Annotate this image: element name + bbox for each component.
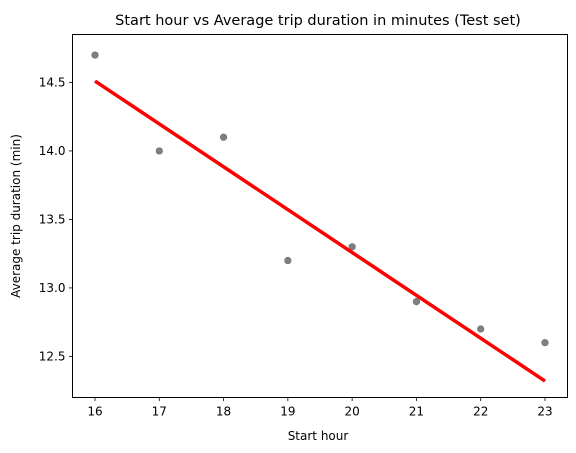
x-tick-label: 18: [216, 405, 231, 419]
scatter-point: [219, 133, 228, 141]
plot-frame: [72, 34, 568, 398]
y-tick-label: 14.0: [39, 144, 66, 158]
x-tick-label: 17: [152, 405, 167, 419]
scatter-point: [541, 339, 549, 347]
x-axis-label: Start hour: [288, 429, 349, 443]
x-tick-label: 16: [87, 405, 102, 419]
regression-line: [94, 79, 546, 383]
y-axis-label: Average trip duration (min): [9, 134, 23, 298]
x-tick-label: 23: [537, 405, 552, 419]
x-tick-label: 20: [345, 405, 360, 419]
chart-title: Start hour vs Average trip duration in m…: [115, 13, 521, 29]
y-tick-label: 14.5: [39, 76, 66, 90]
scatter-point: [348, 243, 356, 251]
y-tick-label: 12.5: [39, 350, 66, 364]
x-tick-label: 21: [409, 405, 424, 419]
scatter-point: [284, 256, 292, 265]
x-tick-label: 19: [280, 405, 295, 419]
scatter-point: [412, 298, 421, 306]
scatter-point: [155, 147, 163, 155]
x-tick-label: 22: [473, 405, 488, 419]
scatter-point: [91, 51, 99, 59]
y-tick-label: 13.0: [39, 281, 66, 295]
y-tick-label: 13.5: [39, 213, 66, 227]
scatter-point: [477, 325, 485, 333]
